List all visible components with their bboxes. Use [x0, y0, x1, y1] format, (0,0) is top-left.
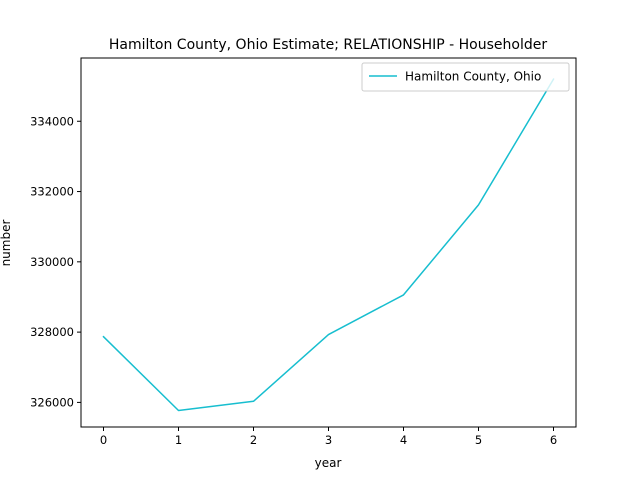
x-tick-label: 0	[100, 433, 107, 447]
x-tick-label: 5	[475, 433, 482, 447]
chart-title: Hamilton County, Ohio Estimate; RELATION…	[109, 37, 547, 53]
y-tick-label: 332000	[30, 185, 74, 199]
legend-box	[361, 62, 570, 92]
legend: Hamilton County, Ohio	[361, 62, 570, 92]
series-line-0	[102, 78, 555, 412]
y-tick-label: 328000	[30, 325, 74, 339]
y-tick-label: 334000	[30, 114, 74, 128]
plot-area: 0 1 2 3 4 5 6 326000 328000 330000 332000 334000	[30, 57, 577, 447]
y-tick-label: 330000	[30, 255, 74, 269]
x-tick-label: 3	[325, 433, 332, 447]
y-tick-label: 326000	[30, 395, 74, 409]
y-axis-label: number	[0, 220, 13, 267]
x-tick-label: 2	[250, 433, 257, 447]
x-tick-label: 4	[400, 433, 407, 447]
x-tick-label: 6	[550, 433, 557, 447]
x-tick-label: 1	[175, 433, 182, 447]
legend-series-label: Hamilton County, Ohio	[405, 70, 541, 84]
x-axis-label: year	[315, 456, 342, 470]
